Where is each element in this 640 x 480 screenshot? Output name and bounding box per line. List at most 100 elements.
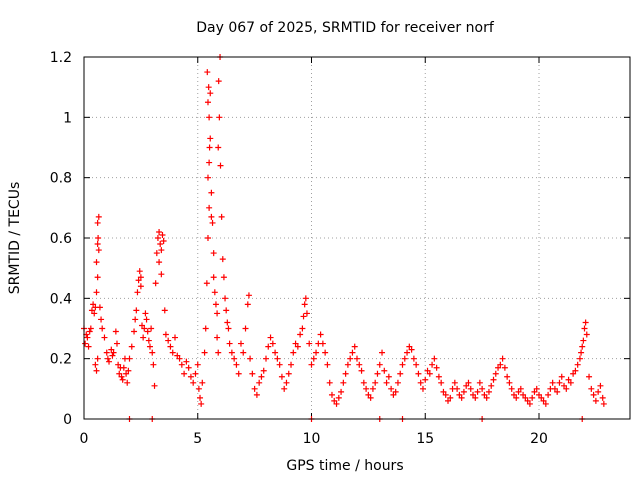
data-point [88, 307, 95, 314]
data-point [492, 370, 499, 377]
data-point [474, 388, 481, 395]
data-point [233, 361, 240, 368]
data-point [404, 349, 411, 356]
data-point [206, 144, 213, 151]
data-point [267, 334, 274, 341]
plot-frame [83, 56, 631, 420]
data-point [465, 379, 472, 386]
data-point [358, 367, 365, 374]
data-point [96, 304, 103, 311]
data-point [426, 370, 433, 377]
data-point [545, 391, 552, 398]
data-point [119, 376, 126, 383]
data-point [408, 346, 415, 353]
data-point [481, 391, 488, 398]
data-point [204, 174, 211, 181]
data-point [572, 367, 579, 374]
data-point [206, 204, 213, 211]
data-point [542, 400, 549, 407]
data-point [488, 382, 495, 389]
data-point [354, 355, 360, 362]
data-point [581, 325, 588, 332]
data-point [91, 310, 98, 317]
data-point [281, 385, 288, 392]
data-point [356, 361, 363, 368]
data-point [365, 391, 372, 398]
data-point [283, 379, 290, 386]
data-point [322, 349, 329, 356]
data-point [429, 361, 436, 368]
data-point [510, 391, 517, 398]
data-point [440, 388, 447, 395]
data-point [263, 355, 269, 362]
data-point [217, 162, 224, 169]
data-point [583, 331, 590, 338]
data-point [458, 394, 465, 401]
data-point [410, 355, 417, 362]
x-tick-label: 5 [193, 431, 202, 447]
data-point [161, 307, 168, 314]
data-point [499, 355, 506, 362]
data-point [167, 343, 174, 350]
data-point [485, 388, 492, 395]
data-point [95, 247, 102, 254]
data-point [86, 328, 93, 335]
data-point [567, 379, 574, 386]
data-point [504, 373, 511, 380]
data-point [319, 340, 326, 347]
data-point [90, 301, 97, 308]
data-point [470, 391, 477, 398]
data-point [181, 370, 188, 377]
data-point [112, 328, 119, 335]
data-point [151, 382, 158, 389]
data-point [113, 340, 120, 347]
data-point [108, 346, 115, 353]
data-point [554, 388, 561, 395]
data-point [156, 259, 163, 266]
data-point [390, 391, 397, 398]
data-point [383, 379, 390, 386]
data-point [340, 379, 347, 386]
data-point [110, 349, 117, 356]
data-point [549, 379, 556, 386]
data-point [433, 364, 440, 371]
data-point [508, 385, 515, 392]
data-point [574, 361, 581, 368]
data-point [531, 388, 538, 395]
data-point [94, 274, 101, 281]
data-point [210, 274, 217, 281]
data-point [99, 325, 106, 332]
data-point [588, 385, 595, 392]
data-point [106, 358, 113, 365]
data-point [592, 397, 599, 404]
data-point [561, 382, 568, 389]
data-point [137, 283, 144, 290]
data-point [126, 355, 133, 362]
data-point [515, 388, 522, 395]
data-point [185, 364, 192, 371]
x-tick-label: 10 [303, 431, 321, 447]
data-point [158, 247, 165, 254]
data-point [288, 361, 295, 368]
data-point [159, 231, 166, 238]
data-point [476, 379, 483, 386]
data-point [517, 385, 524, 392]
data-point [501, 364, 508, 371]
data-point [203, 280, 210, 287]
data-point [115, 361, 122, 368]
data-point [192, 370, 199, 377]
y-tick-label: 1.2 [50, 50, 72, 66]
data-point [344, 361, 351, 368]
data-point [132, 316, 139, 323]
data-point [579, 343, 586, 350]
data-point [242, 325, 249, 332]
data-point [156, 228, 163, 235]
data-point [413, 361, 420, 368]
data-point [158, 271, 165, 278]
data-point [435, 373, 442, 380]
data-point [351, 343, 358, 350]
data-point [215, 78, 222, 85]
x-tick-label: 15 [416, 431, 434, 447]
data-point [438, 379, 445, 386]
data-point [597, 382, 604, 389]
